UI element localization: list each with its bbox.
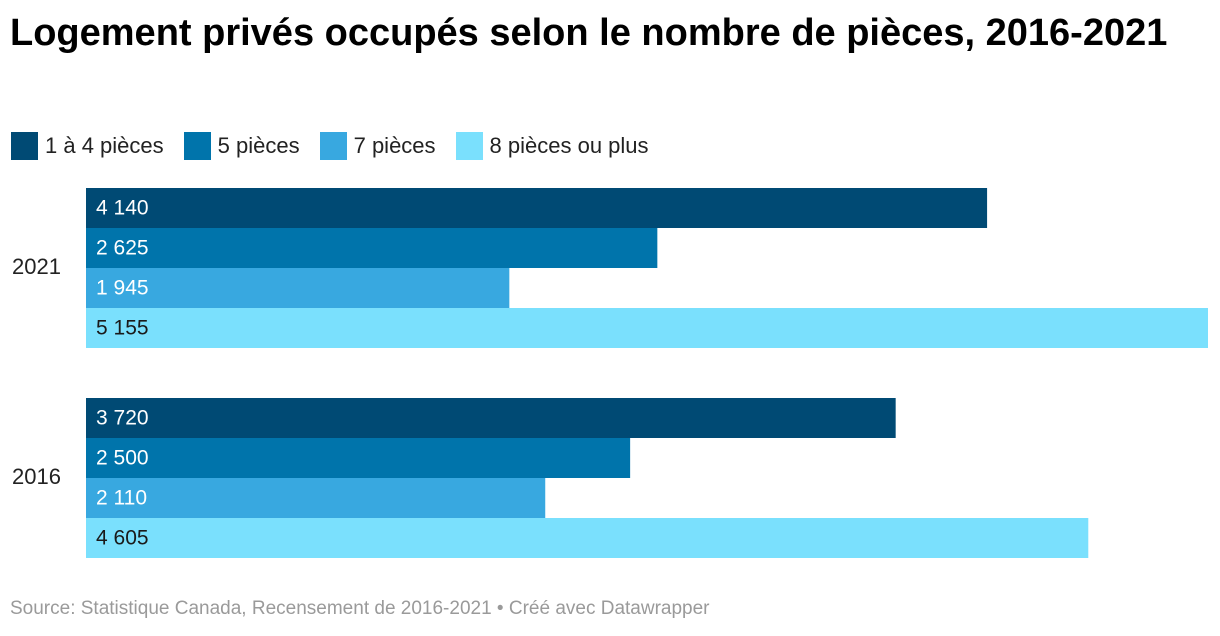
bar-2021-series-1 [86, 228, 658, 268]
bar-2016-series-3 [86, 518, 1089, 558]
bar-value-label: 3 720 [96, 407, 149, 430]
legend-label: 7 pièces [353, 133, 436, 158]
legend-swatch [183, 132, 211, 160]
legend-label: 8 pièces ou plus [489, 133, 649, 158]
bar-value-label: 1 945 [96, 277, 149, 300]
legend-label: 1 à 4 pièces [45, 133, 164, 158]
legend-item: 1 à 4 pièces [11, 132, 164, 160]
legend-item: 5 pièces [183, 132, 300, 160]
chart-title: Logement privés occupés selon le nombre … [10, 12, 1168, 54]
source-note: Source: Statistique Canada, Recensement … [10, 598, 710, 619]
category-label-2021: 2021 [12, 254, 61, 279]
bar-value-label: 4 605 [96, 527, 149, 550]
bar-value-label: 2 500 [96, 447, 149, 470]
bar-value-label: 5 155 [96, 317, 149, 340]
bar-value-label: 4 140 [96, 197, 149, 220]
legend: 1 à 4 pièces 5 pièces 7 pièces 8 pièces ou … [11, 131, 669, 161]
legend-item: 8 pièces ou plus [455, 132, 649, 160]
bar-value-label: 2 625 [96, 237, 149, 260]
legend-swatch [319, 132, 347, 160]
legend-label: 5 pièces [217, 133, 300, 158]
bar-2021-series-3 [86, 308, 1208, 348]
bar-2021-series-2 [86, 268, 510, 308]
bar-2016-series-1 [86, 438, 631, 478]
bar-value-label: 2 110 [96, 487, 147, 510]
legend-item: 7 pièces [319, 132, 436, 160]
category-label-2016: 2016 [12, 464, 61, 489]
legend-swatch [455, 132, 483, 160]
legend-swatch [11, 132, 38, 160]
bar-2016-series-2 [86, 478, 546, 518]
bar-2021-series-0 [86, 188, 988, 228]
bar-2016-series-0 [86, 398, 896, 438]
